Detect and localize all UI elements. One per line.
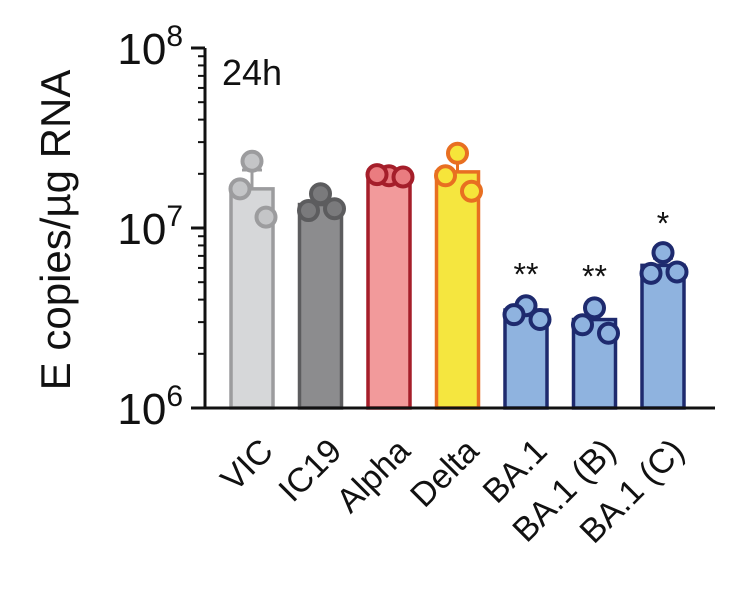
y-tick-base: 10 xyxy=(117,385,166,434)
data-point xyxy=(639,261,663,285)
data-point xyxy=(597,321,620,345)
y-axis-label: E copies/µg RNA xyxy=(32,70,79,391)
x-tick-label: VIC xyxy=(214,432,281,499)
data-point xyxy=(309,182,332,206)
data-point xyxy=(297,199,320,223)
data-point xyxy=(571,313,594,337)
y-tick-label: 107 xyxy=(117,200,183,254)
significance-marker: ** xyxy=(582,259,607,295)
data-point xyxy=(460,179,483,203)
data-point xyxy=(583,296,606,320)
data-point xyxy=(240,149,264,173)
y-tick-base: 10 xyxy=(117,25,166,74)
y-tick-exponent: 8 xyxy=(166,20,183,53)
significance-marker: ** xyxy=(514,257,539,293)
data-point xyxy=(254,205,278,229)
panel-label: 24h xyxy=(222,52,282,93)
data-point xyxy=(502,303,526,327)
axes-layer xyxy=(191,46,715,410)
y-tick-label: 108 xyxy=(117,20,183,74)
data-point xyxy=(228,177,252,201)
data-point xyxy=(665,260,689,284)
x-tick-label: Delta xyxy=(403,432,486,515)
data-point xyxy=(446,141,469,165)
bar-alpha xyxy=(366,174,412,410)
x-tick-label: Alpha xyxy=(329,432,417,520)
data-point xyxy=(391,165,415,189)
points-layer xyxy=(228,141,689,345)
bar-delta xyxy=(434,170,481,410)
data-point xyxy=(365,163,389,187)
significance-marker: * xyxy=(657,206,669,242)
data-point xyxy=(323,197,346,221)
data-point xyxy=(434,164,457,188)
y-tick-base: 10 xyxy=(117,205,166,254)
y-tick-exponent: 7 xyxy=(166,200,183,233)
data-point xyxy=(528,308,552,332)
bar-ic19 xyxy=(297,202,344,410)
bar-ba-1-c- xyxy=(640,263,686,410)
data-point xyxy=(651,241,675,265)
y-tick-label: 106 xyxy=(117,380,183,434)
y-tick-exponent: 6 xyxy=(166,380,183,413)
significance-layer: ** *** xyxy=(514,206,670,295)
